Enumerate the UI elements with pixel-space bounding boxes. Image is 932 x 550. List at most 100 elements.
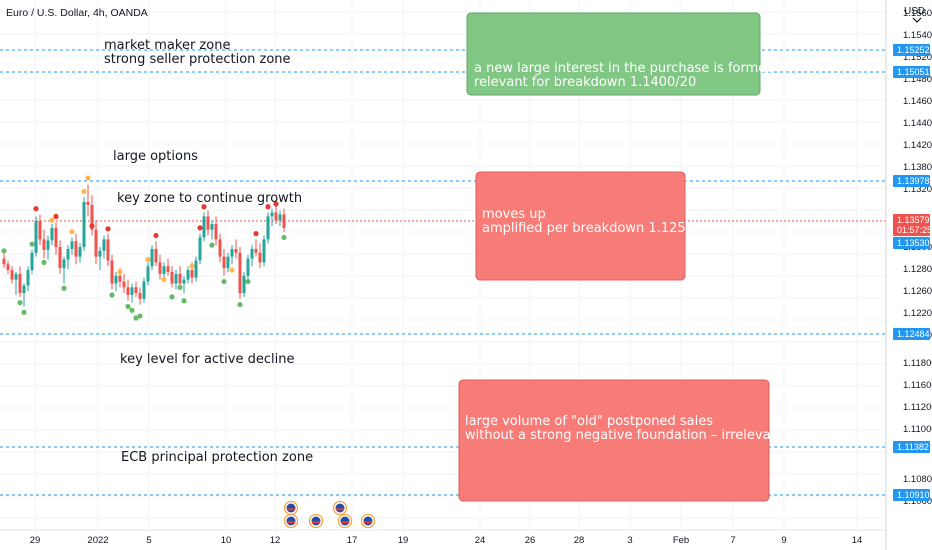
signal-dot [41,259,47,265]
badge-text: 1.15051 [897,67,930,77]
candle-body [118,275,122,282]
flag-event-icon [283,513,299,529]
event-flag-red [312,521,320,524]
level-price-badge: 1.11382 [893,441,930,453]
time-tick-label: 2022 [87,535,108,546]
currency-selector[interactable]: USD [904,6,925,23]
signal-dot [49,217,55,223]
candle-body [234,248,238,253]
price-tick-label: 1.12600 [903,286,932,297]
red-callout-box-middle[interactable]: moves up amplified per breakdown 1.1250 [475,171,694,281]
badge-text: 1.15252 [897,45,930,55]
price-axis[interactable]: 1.15600 1.15400 1.15200 1.14800 1.14600 1.144… [903,8,932,507]
candle-body [46,240,50,250]
chart-title: Euro / U.S. Dollar, 4h, OANDA [6,7,148,19]
price-tick-label: 1.11800 [903,358,932,369]
time-tick-label: 5 [146,535,151,546]
candle-body [174,273,178,284]
signal-dot [153,232,159,239]
signal-dot [85,175,91,181]
secondary-price-badge: 1.13530 [893,237,930,249]
candle-body [190,270,194,278]
signal-dot [129,307,135,313]
candle-body [242,275,246,294]
event-flag-blue [286,503,296,513]
level-price-badge: 1.15252 [893,44,930,56]
badge-background [893,489,930,501]
time-tick-label: 17 [347,535,358,546]
currency-label: USD [904,6,925,17]
time-axis[interactable]: 29 2022 5 10 12 17 19 24 26 28 3 Feb 7 9 14 [30,535,863,546]
flag-event-icon [337,513,353,529]
signal-dot [181,298,187,304]
signal-dot [281,234,287,241]
signal-dot [117,269,123,275]
price-tick-label: 1.15400 [903,30,932,41]
signal-dot [245,278,251,285]
signal-dot [109,292,115,298]
candle-body [166,266,170,272]
price-tick-label: 1.14200 [903,140,932,151]
signal-dot [197,225,203,231]
candle-body [114,275,118,284]
candle-body [138,293,142,299]
flag-event-icon [360,513,376,529]
badge-background [893,66,930,78]
price-tick-label: 1.11000 [903,424,932,435]
signal-dot [209,242,215,248]
candle-body [30,252,34,271]
signal-dot [145,256,151,263]
candle-body [170,271,174,284]
signal-dot [265,204,271,210]
badge-text: 1.12484 [897,329,930,339]
candle-body [22,285,26,294]
time-tick-label: 3 [627,535,632,546]
secondary-price-background [893,237,930,249]
time-tick-label: 26 [525,535,536,546]
signal-dot [253,231,259,237]
candle-body [222,256,226,269]
red-callout-box-lower[interactable]: large volume of "old" postponed sales wi… [458,379,784,502]
signal-dot [81,188,87,195]
candle-body [262,239,266,263]
green-callout-box[interactable]: a new large interest in the purchase is … [466,12,775,96]
candle-body [86,201,90,205]
candle-body [230,248,234,257]
signal-dot [169,294,175,300]
candle-body [154,248,158,263]
candle-body [206,216,210,230]
candle-body [278,214,282,221]
candle-body [10,270,14,280]
price-tick-label: 1.14400 [903,118,932,129]
current-price-background [893,214,930,236]
economic-events-row[interactable] [283,500,376,529]
time-tick-label: 7 [730,535,735,546]
annotation-ecb-zone: ECB principal protection zone [121,450,313,465]
signal-dot [61,285,67,291]
signal-dot [273,201,279,207]
signal-dot [229,267,235,273]
event-flag-blue [340,516,350,526]
candle-body [150,248,154,267]
candle-body [6,264,10,271]
event-flag-red [364,521,372,524]
candle-body [54,227,58,248]
candle-body [94,229,98,257]
green-box-line-2: relevant for breakdown 1.1400/20 [474,75,696,90]
price-tick-label: 1.14800 [903,74,932,85]
signal-dot [221,278,227,285]
candle-body [198,237,202,261]
candle-body [282,214,286,228]
candle-body [50,227,54,241]
candle-body [126,287,130,295]
signal-dot [89,223,95,229]
secondary-price-value: 1.13530 [897,238,930,248]
annotation-seller-protection-zone: strong seller protection zone [104,52,291,67]
signal-dot [53,213,59,219]
candle-body [250,248,254,259]
signal-dot [29,241,35,247]
badge-text: 1.13978 [897,176,930,186]
candle-body [246,258,250,276]
